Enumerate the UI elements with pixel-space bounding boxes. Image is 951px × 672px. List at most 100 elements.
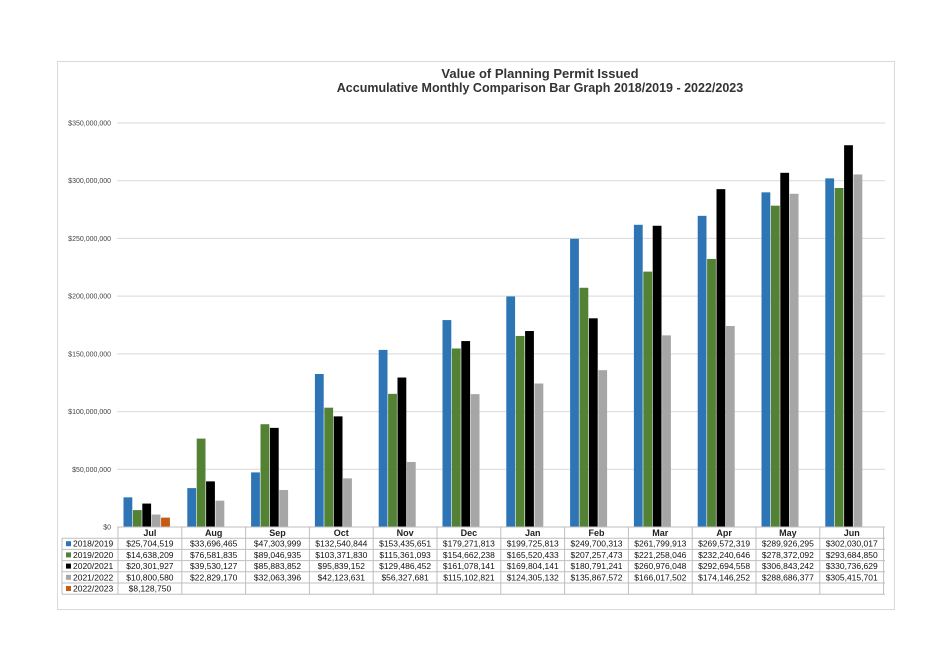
y-tick-label: $150,000,000	[68, 351, 111, 358]
bar-2019-2020-dec	[451, 348, 461, 527]
category-label-jan: Jan	[525, 528, 541, 538]
legend-swatch-2018-2019	[66, 541, 71, 547]
table-cell: $260,976,048	[634, 561, 686, 571]
bar-2018-2019-jul	[123, 497, 133, 527]
y-tick-label: $0	[103, 525, 111, 532]
bar-2019-2020-jun	[834, 188, 844, 527]
category-label-nov: Nov	[397, 528, 414, 538]
y-tick-label: $250,000,000	[68, 236, 111, 243]
table-cell: $135,867,572	[571, 572, 623, 582]
bar-2021-2022-feb	[598, 370, 608, 527]
bar-2019-2020-oct	[324, 407, 334, 527]
bar-2019-2020-jan	[515, 335, 525, 527]
bar-2021-2022-jan	[534, 383, 544, 527]
table-cell: $288,686,377	[762, 572, 814, 582]
bar-2019-2020-apr	[707, 258, 716, 527]
y-tick-label: $200,000,000	[68, 294, 111, 301]
table-cell: $199,725,813	[507, 539, 559, 549]
category-label-apr: Apr	[716, 528, 732, 538]
table-cell: $305,415,701	[826, 572, 878, 582]
category-label-jul: Jul	[143, 528, 156, 538]
bar-2019-2020-mar	[643, 271, 653, 527]
legend-label-2022-2023: 2022/2023	[73, 584, 113, 594]
table-cell: $278,372,092	[762, 550, 814, 560]
bar-2018-2019-jun	[825, 178, 835, 527]
bar-2021-2022-mar	[662, 335, 671, 527]
table-cell: $103,371,830	[315, 550, 367, 560]
y-tick-label: $300,000,000	[68, 178, 111, 185]
table-cell: $39,530,127	[190, 561, 238, 571]
table-cell: $174,146,252	[698, 572, 750, 582]
bar-2020-2021-jul	[142, 503, 152, 527]
y-tick-label: $100,000,000	[68, 409, 111, 416]
y-tick-label: $50,000,000	[72, 467, 111, 474]
table-cell: $115,361,093	[379, 550, 431, 560]
legend-label-2019-2020: 2019/2020	[73, 550, 113, 560]
category-label-feb: Feb	[588, 528, 605, 538]
category-label-aug: Aug	[205, 528, 223, 538]
table-cell: $22,829,170	[190, 572, 238, 582]
table-cell: $132,540,844	[315, 539, 367, 549]
bar-2021-2022-may	[789, 193, 799, 527]
table-cell: $153,435,651	[379, 539, 431, 549]
table-cell: $47,303,999	[254, 539, 302, 549]
legend-swatch-2020-2021	[66, 563, 71, 569]
table-cell: $161,078,141	[443, 561, 495, 571]
bar-2020-2021-may	[780, 172, 790, 527]
bar-2022-2023-jul	[161, 517, 170, 527]
table-cell: $166,017,502	[634, 572, 686, 582]
legend-swatch-2019-2020	[66, 552, 71, 558]
bar-2020-2021-apr	[716, 189, 726, 527]
table-cell: $56,327,681	[381, 572, 429, 582]
table-cell: $330,736,629	[826, 561, 878, 571]
bar-2021-2022-oct	[343, 478, 352, 527]
legend-swatch-2021-2022	[66, 574, 71, 580]
bar-2020-2021-aug	[206, 481, 215, 527]
table-cell: $32,063,396	[254, 572, 302, 582]
bar-2021-2022-jul	[151, 514, 161, 527]
chart-subtitle: Accumulative Monthly Comparison Bar Grap…	[336, 81, 744, 95]
category-label-may: May	[779, 528, 797, 538]
table-cell: $33,696,465	[190, 539, 238, 549]
table-cell: $89,046,935	[254, 550, 302, 560]
bar-2018-2019-jan	[506, 296, 516, 527]
table-cell: $232,240,646	[698, 550, 750, 560]
table-cell: $42,123,631	[318, 572, 366, 582]
table-cell: $124,305,132	[507, 572, 559, 582]
bar-2020-2021-jan	[525, 330, 534, 527]
bar-2020-2021-dec	[461, 341, 471, 527]
bar-2019-2020-feb	[579, 287, 589, 527]
category-label-sep: Sep	[269, 528, 286, 538]
table-cell: $292,694,558	[698, 561, 750, 571]
bar-2018-2019-feb	[570, 238, 579, 528]
table-cell: $20,301,927	[126, 561, 174, 571]
legend-label-2021-2022: 2021/2022	[73, 572, 113, 582]
bar-2018-2019-dec	[442, 320, 452, 527]
category-label-mar: Mar	[652, 528, 669, 538]
bar-2021-2022-nov	[406, 461, 416, 527]
bar-2018-2019-aug	[187, 488, 197, 527]
bar-2018-2019-may	[761, 192, 771, 527]
bar-2019-2020-nov	[388, 393, 397, 527]
bar-2020-2021-sep	[269, 427, 279, 527]
table-cell: $8,128,750	[129, 584, 172, 594]
table-cell: $180,791,241	[571, 561, 623, 571]
table-cell: $76,581,835	[190, 550, 238, 560]
bar-2019-2020-jul	[132, 510, 142, 527]
table-cell: $165,520,433	[507, 550, 559, 560]
category-label-jun: Jun	[844, 528, 860, 538]
bar-2021-2022-apr	[725, 325, 735, 527]
table-cell: $306,843,242	[762, 561, 814, 571]
table-cell: $293,684,850	[826, 550, 878, 560]
category-label-oct: Oct	[334, 528, 349, 538]
bar-2021-2022-aug	[215, 500, 225, 527]
table-cell: $95,839,152	[318, 561, 366, 571]
bar-2020-2021-nov	[397, 377, 407, 527]
table-cell: $302,030,017	[826, 539, 878, 549]
table-cell: $10,800,580	[126, 572, 174, 582]
bar-2019-2020-may	[770, 205, 780, 527]
table-cell: $261,799,913	[634, 539, 686, 549]
legend-label-2018-2019: 2018/2019	[73, 539, 113, 549]
bar-2018-2019-sep	[251, 472, 260, 527]
bar-2020-2021-oct	[333, 416, 343, 527]
